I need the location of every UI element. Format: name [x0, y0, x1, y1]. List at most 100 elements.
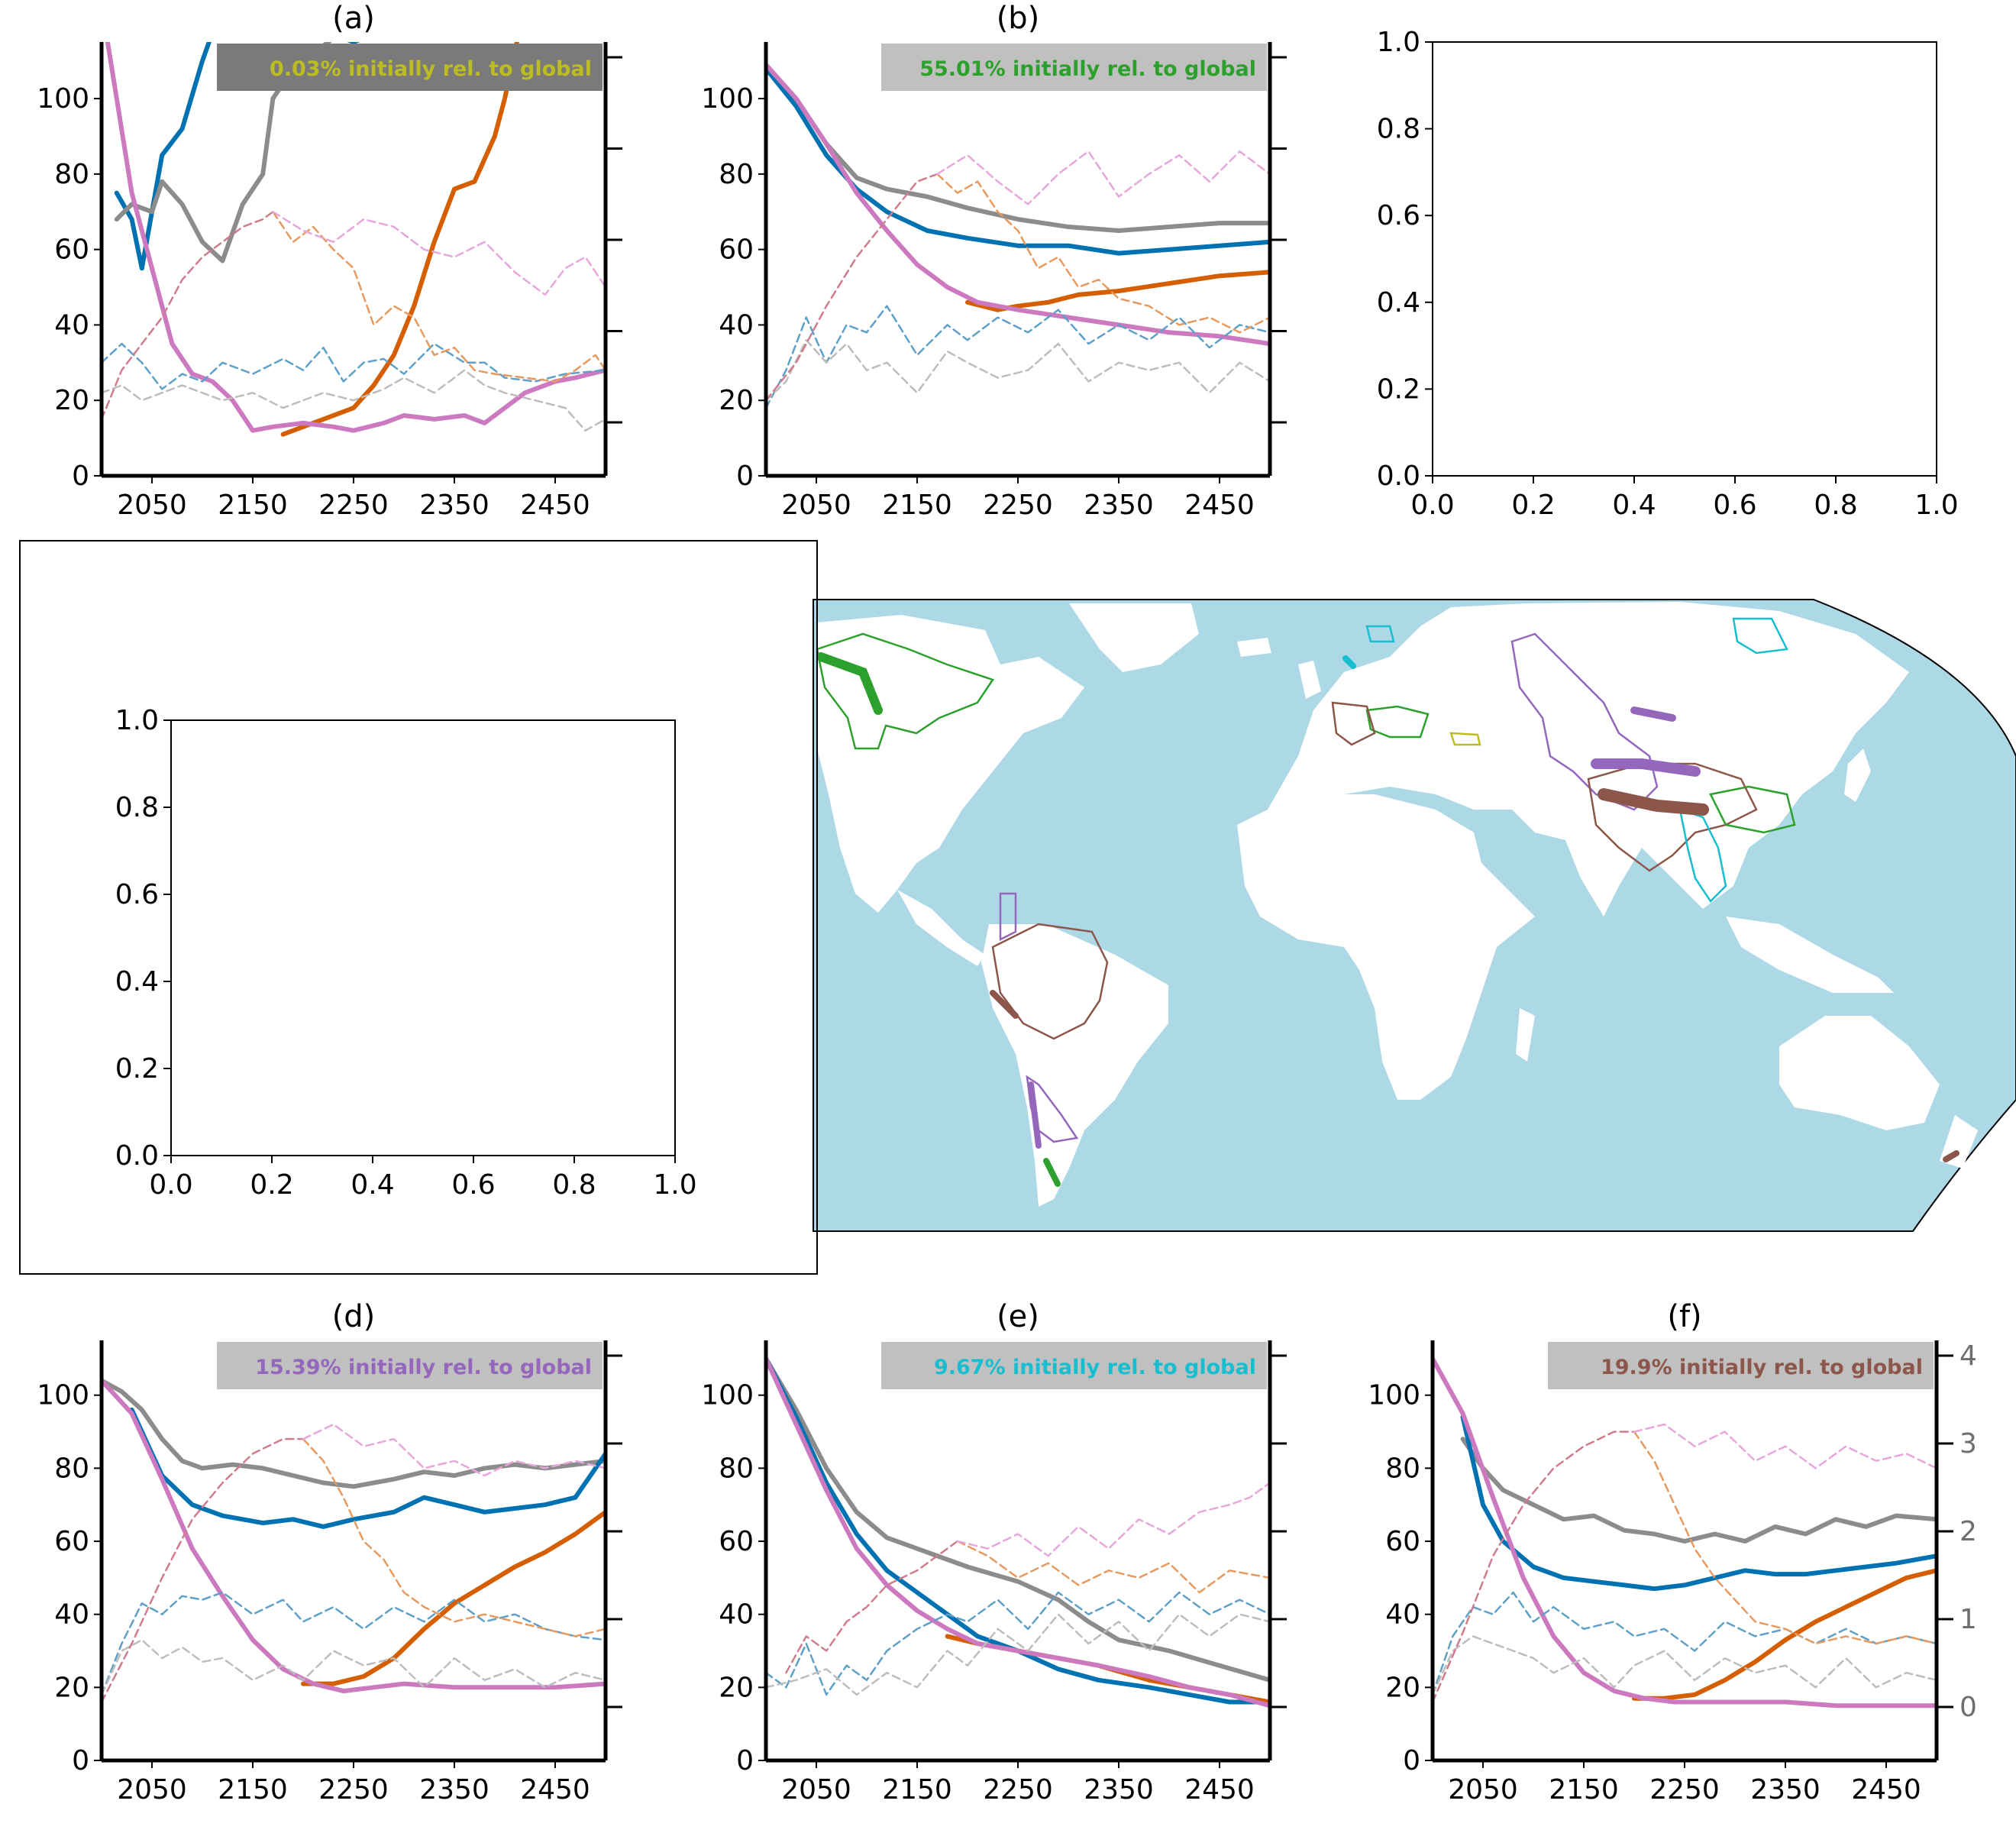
x-tick-label: 2450	[1184, 490, 1255, 521]
x-tick-label: 2150	[218, 1774, 288, 1806]
series-line-9	[956, 1482, 1270, 1557]
series-line-6	[766, 1613, 1270, 1696]
land-south-america	[981, 924, 1168, 1207]
panel-d: 0 20 40 60 80 100 2050 2150 2250 2350 2450 (d) 15.39…	[37, 1299, 622, 1806]
y-tick-label: 80	[719, 159, 754, 190]
series-line-5	[766, 305, 1270, 409]
glacier-nz-brown	[1943, 1150, 1959, 1162]
panel-b: 0 20 40 60 80 100 2050 2150 2250 2350 2450 (b) 55.01…	[701, 1, 1287, 521]
series-line-7	[102, 1437, 305, 1703]
y-tick-label: 60	[54, 1526, 89, 1557]
series-line-9	[272, 211, 606, 296]
badge-box	[881, 44, 1267, 91]
land-madagascar	[1516, 1008, 1535, 1062]
glacier-band-sa-brown	[990, 990, 1019, 1019]
series-line-6	[1433, 1635, 1937, 1696]
x-tick-label: 2450	[520, 1774, 590, 1806]
series-line-7	[785, 1540, 959, 1674]
series-line-3	[965, 270, 1270, 312]
badge-text: 55.01% initially rel. to global	[919, 57, 1256, 81]
y-tick-label: 20	[1385, 1672, 1420, 1703]
basin-purple-sa-north	[999, 892, 1017, 942]
land-uk	[1298, 661, 1321, 699]
basin-cyan-arctic	[1732, 617, 1788, 655]
series-line-1	[102, 1378, 606, 1489]
panel-title: (f)	[1667, 1299, 1701, 1334]
x-tick-label: 1.0	[653, 1169, 696, 1201]
series-line-5	[766, 1591, 1270, 1696]
y-tick-label: 0.2	[1377, 373, 1420, 405]
panel-title: (d)	[332, 1299, 376, 1334]
y-tick-label: 100	[701, 1380, 754, 1411]
y-tick-label: 80	[54, 159, 89, 190]
land-central-america	[897, 890, 985, 966]
series-group	[766, 62, 1270, 409]
y2-tick-label: 1	[1959, 1604, 1977, 1635]
series-line-1	[114, 42, 360, 271]
x-tick-label: 2350	[1084, 490, 1154, 521]
x-tick-label: 0.8	[1814, 490, 1857, 521]
panel-title: (e)	[997, 1299, 1039, 1334]
x-tick-label: 0.4	[351, 1169, 394, 1201]
series-line-9	[1633, 1423, 1937, 1469]
y-tick-label: 0.0	[1377, 461, 1420, 492]
x-tick-label: 2250	[983, 490, 1053, 521]
panel-inset: 0.0 0.2 0.4 0.6 0.8 1.0 0.0 0.2 0.4 0.6 0.8 1.0	[115, 705, 697, 1201]
x-tick-label: 2250	[1649, 1774, 1720, 1806]
glacier-cyan-scand	[1342, 655, 1356, 669]
land-eurasia	[1268, 602, 1909, 916]
series-line-1	[766, 66, 1270, 233]
series-line-8	[956, 1540, 1270, 1594]
series-line-4	[766, 62, 1270, 347]
series-line-8	[936, 173, 1270, 334]
y-tick-label: 0.4	[115, 966, 159, 997]
x-tick-label: 2050	[117, 1774, 187, 1806]
badge-text: 0.03% initially rel. to global	[270, 57, 592, 81]
map-land	[817, 602, 1978, 1207]
glacier-band-sa-green	[1043, 1158, 1061, 1187]
x-tick-label: 0.0	[149, 1169, 192, 1201]
y-tick-label: 60	[1385, 1526, 1420, 1557]
y2-tick-label: 4	[1959, 1340, 1977, 1372]
axes-frame	[1432, 41, 1937, 477]
inset-frame	[19, 540, 818, 1275]
x-tick-label: 2050	[781, 1774, 851, 1806]
panel-f: 0 20 40 60 80 100 2050 2150 2250 2350 2450 4 3 2 1 0 (f)…	[1368, 1299, 1977, 1806]
series-line-9	[302, 1423, 606, 1477]
y-tick-label: 40	[54, 309, 89, 341]
glacier-band-na-green	[816, 652, 883, 715]
x-tick-label: 2050	[1448, 1774, 1518, 1806]
y-tick-label: 60	[54, 234, 89, 266]
y-tick-label: 20	[54, 385, 89, 416]
basin-green-eu	[1365, 705, 1430, 739]
map-basins	[816, 617, 1796, 1143]
y-tick-label: 20	[719, 1672, 754, 1703]
x-tick-label: 2150	[1549, 1774, 1619, 1806]
x-tick-label: 2450	[1851, 1774, 1921, 1806]
series-group	[766, 1356, 1270, 1709]
land-africa	[1237, 794, 1535, 1100]
x-tick-label: 2350	[419, 490, 489, 521]
basin-olive-caucasus	[1449, 732, 1481, 746]
y-tick-label: 40	[719, 1599, 754, 1631]
series-line-7	[1433, 1431, 1636, 1703]
x-tick-label: 0.2	[250, 1169, 293, 1201]
basin-green-asia	[1709, 785, 1796, 834]
basin-green-na	[816, 632, 994, 750]
badge-box	[217, 1342, 603, 1389]
glacier-band-asia-purple2	[1630, 706, 1676, 722]
y-tick-label: 0.8	[115, 792, 159, 823]
y-tick-label: 0	[1403, 1745, 1420, 1776]
x-tick-label: 2250	[318, 490, 389, 521]
x-tick-label: 2450	[520, 490, 590, 521]
series-line-2	[129, 1407, 606, 1529]
y-tick-label: 60	[719, 234, 754, 266]
panel-c: 0.0 0.2 0.4 0.6 0.8 1.0 0.0 0.2 0.4 0.6 0.8 1.0	[1377, 27, 1959, 521]
glacier-band-asia-purple	[1591, 758, 1701, 777]
y-tick-label: 1.0	[115, 705, 159, 736]
y-tick-label: 20	[719, 385, 754, 416]
x-tick-label: 0.8	[552, 1169, 596, 1201]
y-tick-label: 0.2	[115, 1053, 159, 1085]
